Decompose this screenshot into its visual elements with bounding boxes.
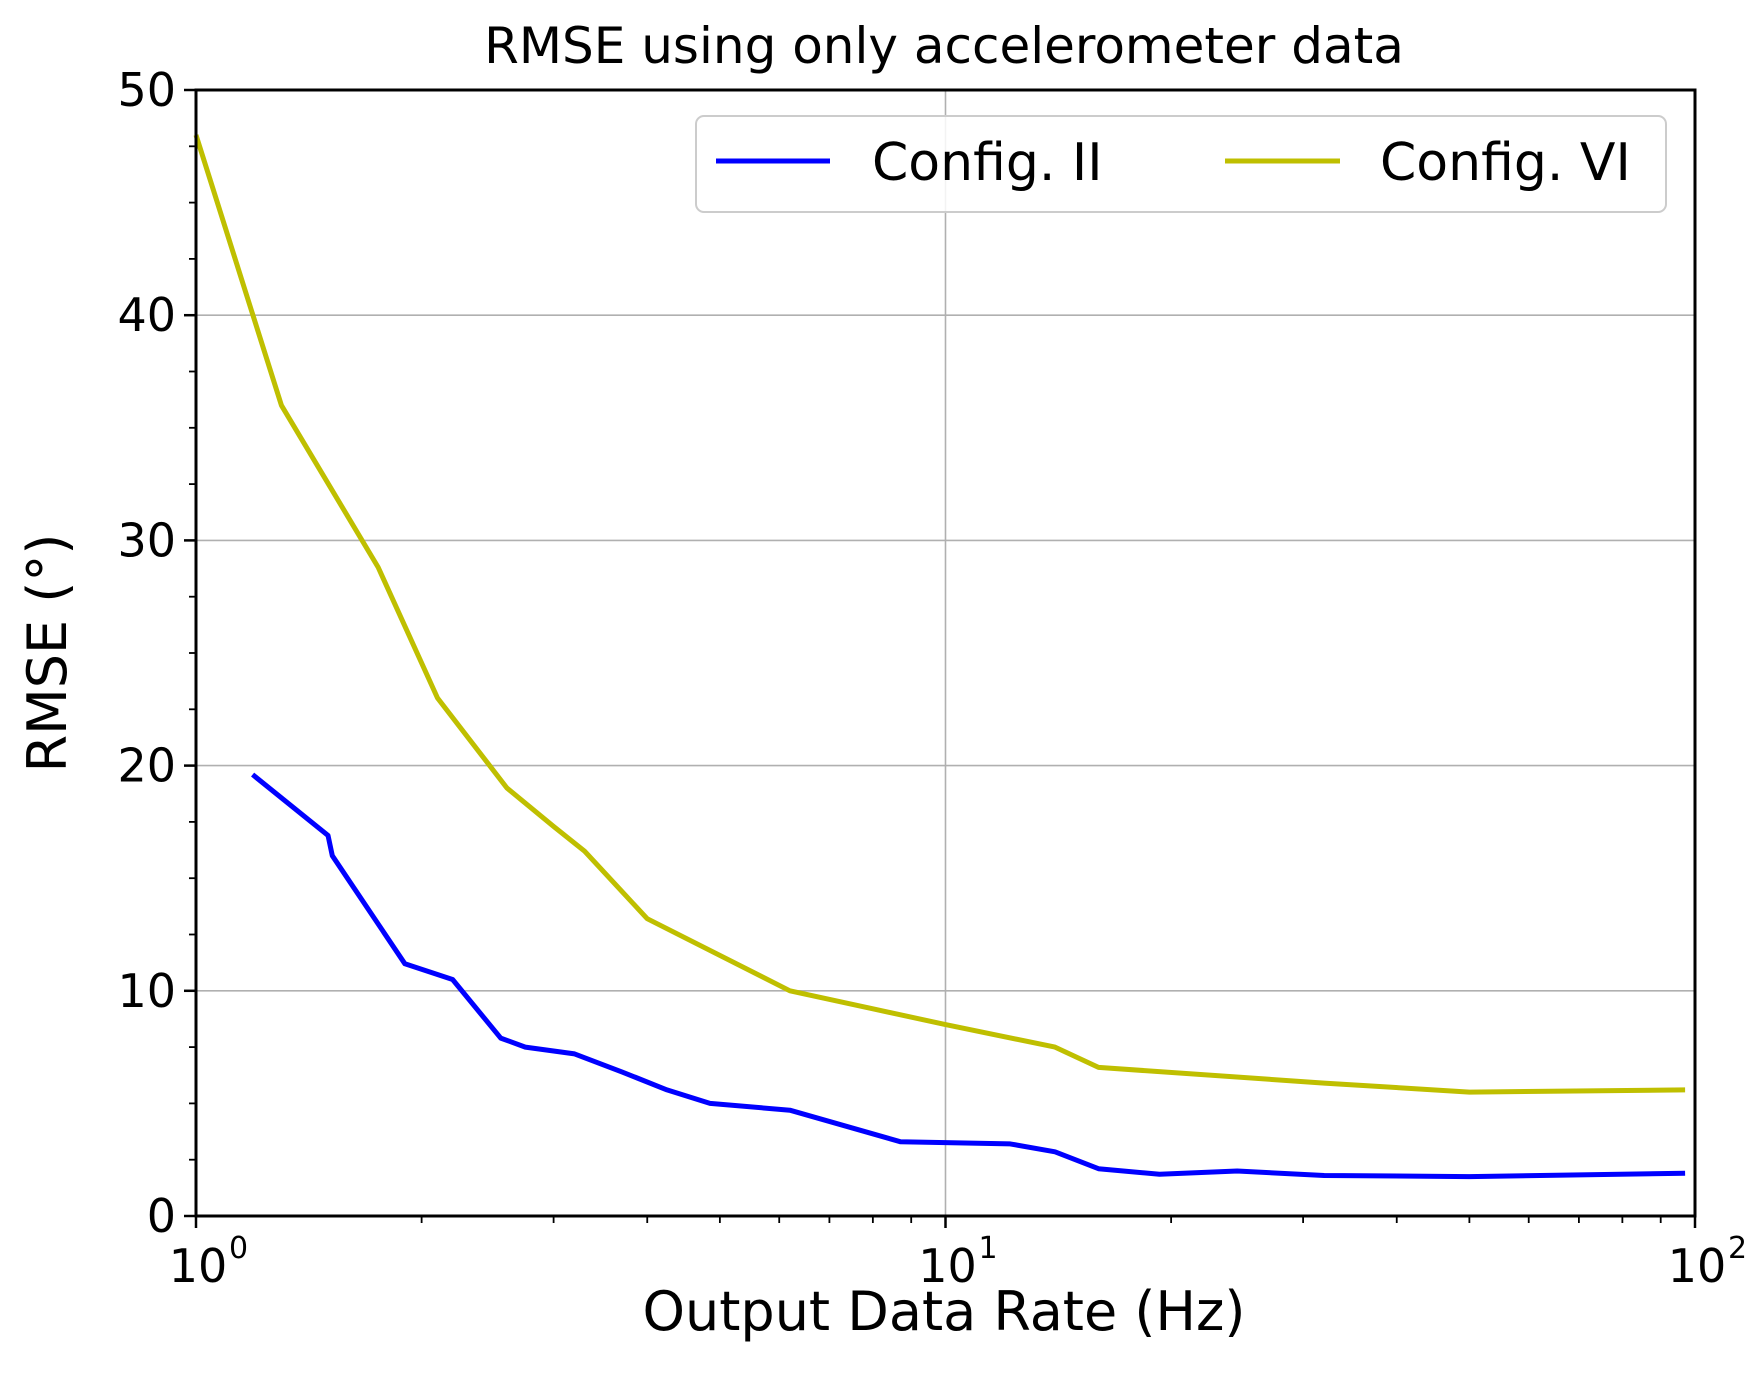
y-axis-ticks: 0 10 20 30 40 50 [117,63,196,1243]
x-tick-label-1: 10 [169,1239,228,1293]
series-line-config-ii [251,772,1686,1180]
series-line-config-vi [193,134,1686,1095]
legend-label-config-ii: Config. II [872,133,1103,193]
chart-title: RMSE using only accelerometer data [484,17,1404,75]
y-tick-label-0: 0 [147,1189,176,1243]
y-tick-label-10: 10 [117,964,176,1018]
x-tick-exponent-100: 2 [1728,1231,1747,1266]
x-tick-label-100: 10 [1668,1239,1727,1293]
legend-box [695,115,1667,213]
x-axis-ticks: 10 0 10 1 10 2 [169,1216,1747,1293]
legend-label-config-vi: Config. VI [1380,133,1631,193]
y-tick-label-30: 30 [117,513,176,567]
series-layer [193,134,1686,1180]
legend: Config. II Config. VI [695,115,1667,213]
y-tick-label-50: 50 [117,63,176,117]
x-tick-exponent-10: 1 [979,1231,998,1266]
y-axis-title: RMSE (°) [16,534,79,773]
x-tick-label-10: 10 [918,1239,977,1293]
x-tick-exponent-1: 0 [229,1231,248,1266]
y-tick-label-20: 20 [117,739,176,793]
x-axis-title: Output Data Rate (Hz) [643,1280,1246,1343]
y-tick-label-40: 40 [117,288,176,342]
